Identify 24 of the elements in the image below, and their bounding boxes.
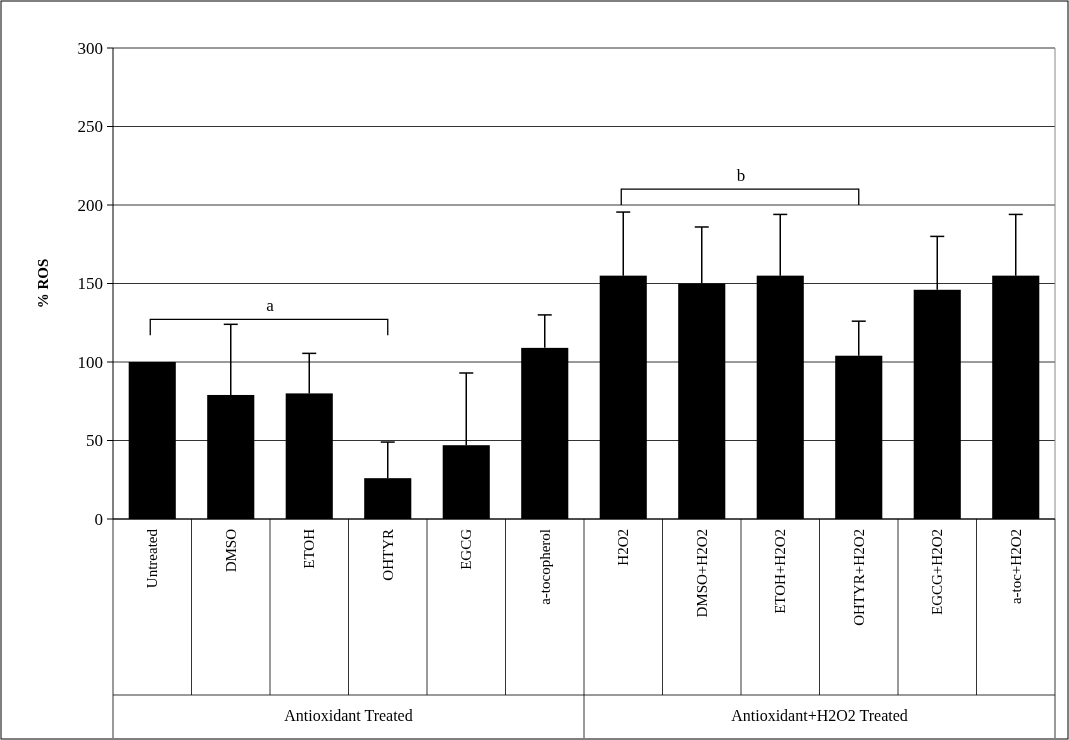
y-tick-label: 100: [77, 352, 103, 372]
x-tick-label: ETOH+H2O2: [772, 529, 789, 614]
x-tick-label: OHTYR+H2O2: [850, 529, 867, 626]
text: Antioxidant+H2O2 Treated: [731, 707, 908, 724]
x-tick-label: DMSO+H2O2: [693, 529, 710, 618]
x-tick-label: DMSO: [222, 528, 239, 573]
y-tick-label: 250: [77, 117, 103, 137]
x-tick-label: EGCG: [458, 528, 475, 570]
y-tick-label: 50: [86, 431, 103, 451]
x-tick-label: OHTYR: [379, 529, 396, 581]
y-tick-label: 200: [77, 195, 103, 215]
x-tick-label: a-tocopherol: [536, 529, 553, 605]
x-tick-label: EGCG+H2O2: [929, 529, 946, 615]
text: Antioxidant Treated: [284, 707, 413, 724]
y-tick-label: 150: [77, 274, 103, 294]
x-tick-label: ETOH: [301, 528, 318, 569]
x-tick-label: Untreated: [144, 528, 161, 589]
x-tick-label: a-toc+H2O2: [1007, 529, 1024, 605]
y-tick-label: 0: [94, 509, 103, 529]
x-tick-label: H2O2: [615, 529, 632, 566]
y-tick-label: 300: [77, 38, 103, 58]
annotation: b: [736, 166, 746, 186]
y-axis-title: % ROS: [35, 258, 51, 309]
annotation: a: [266, 296, 275, 316]
